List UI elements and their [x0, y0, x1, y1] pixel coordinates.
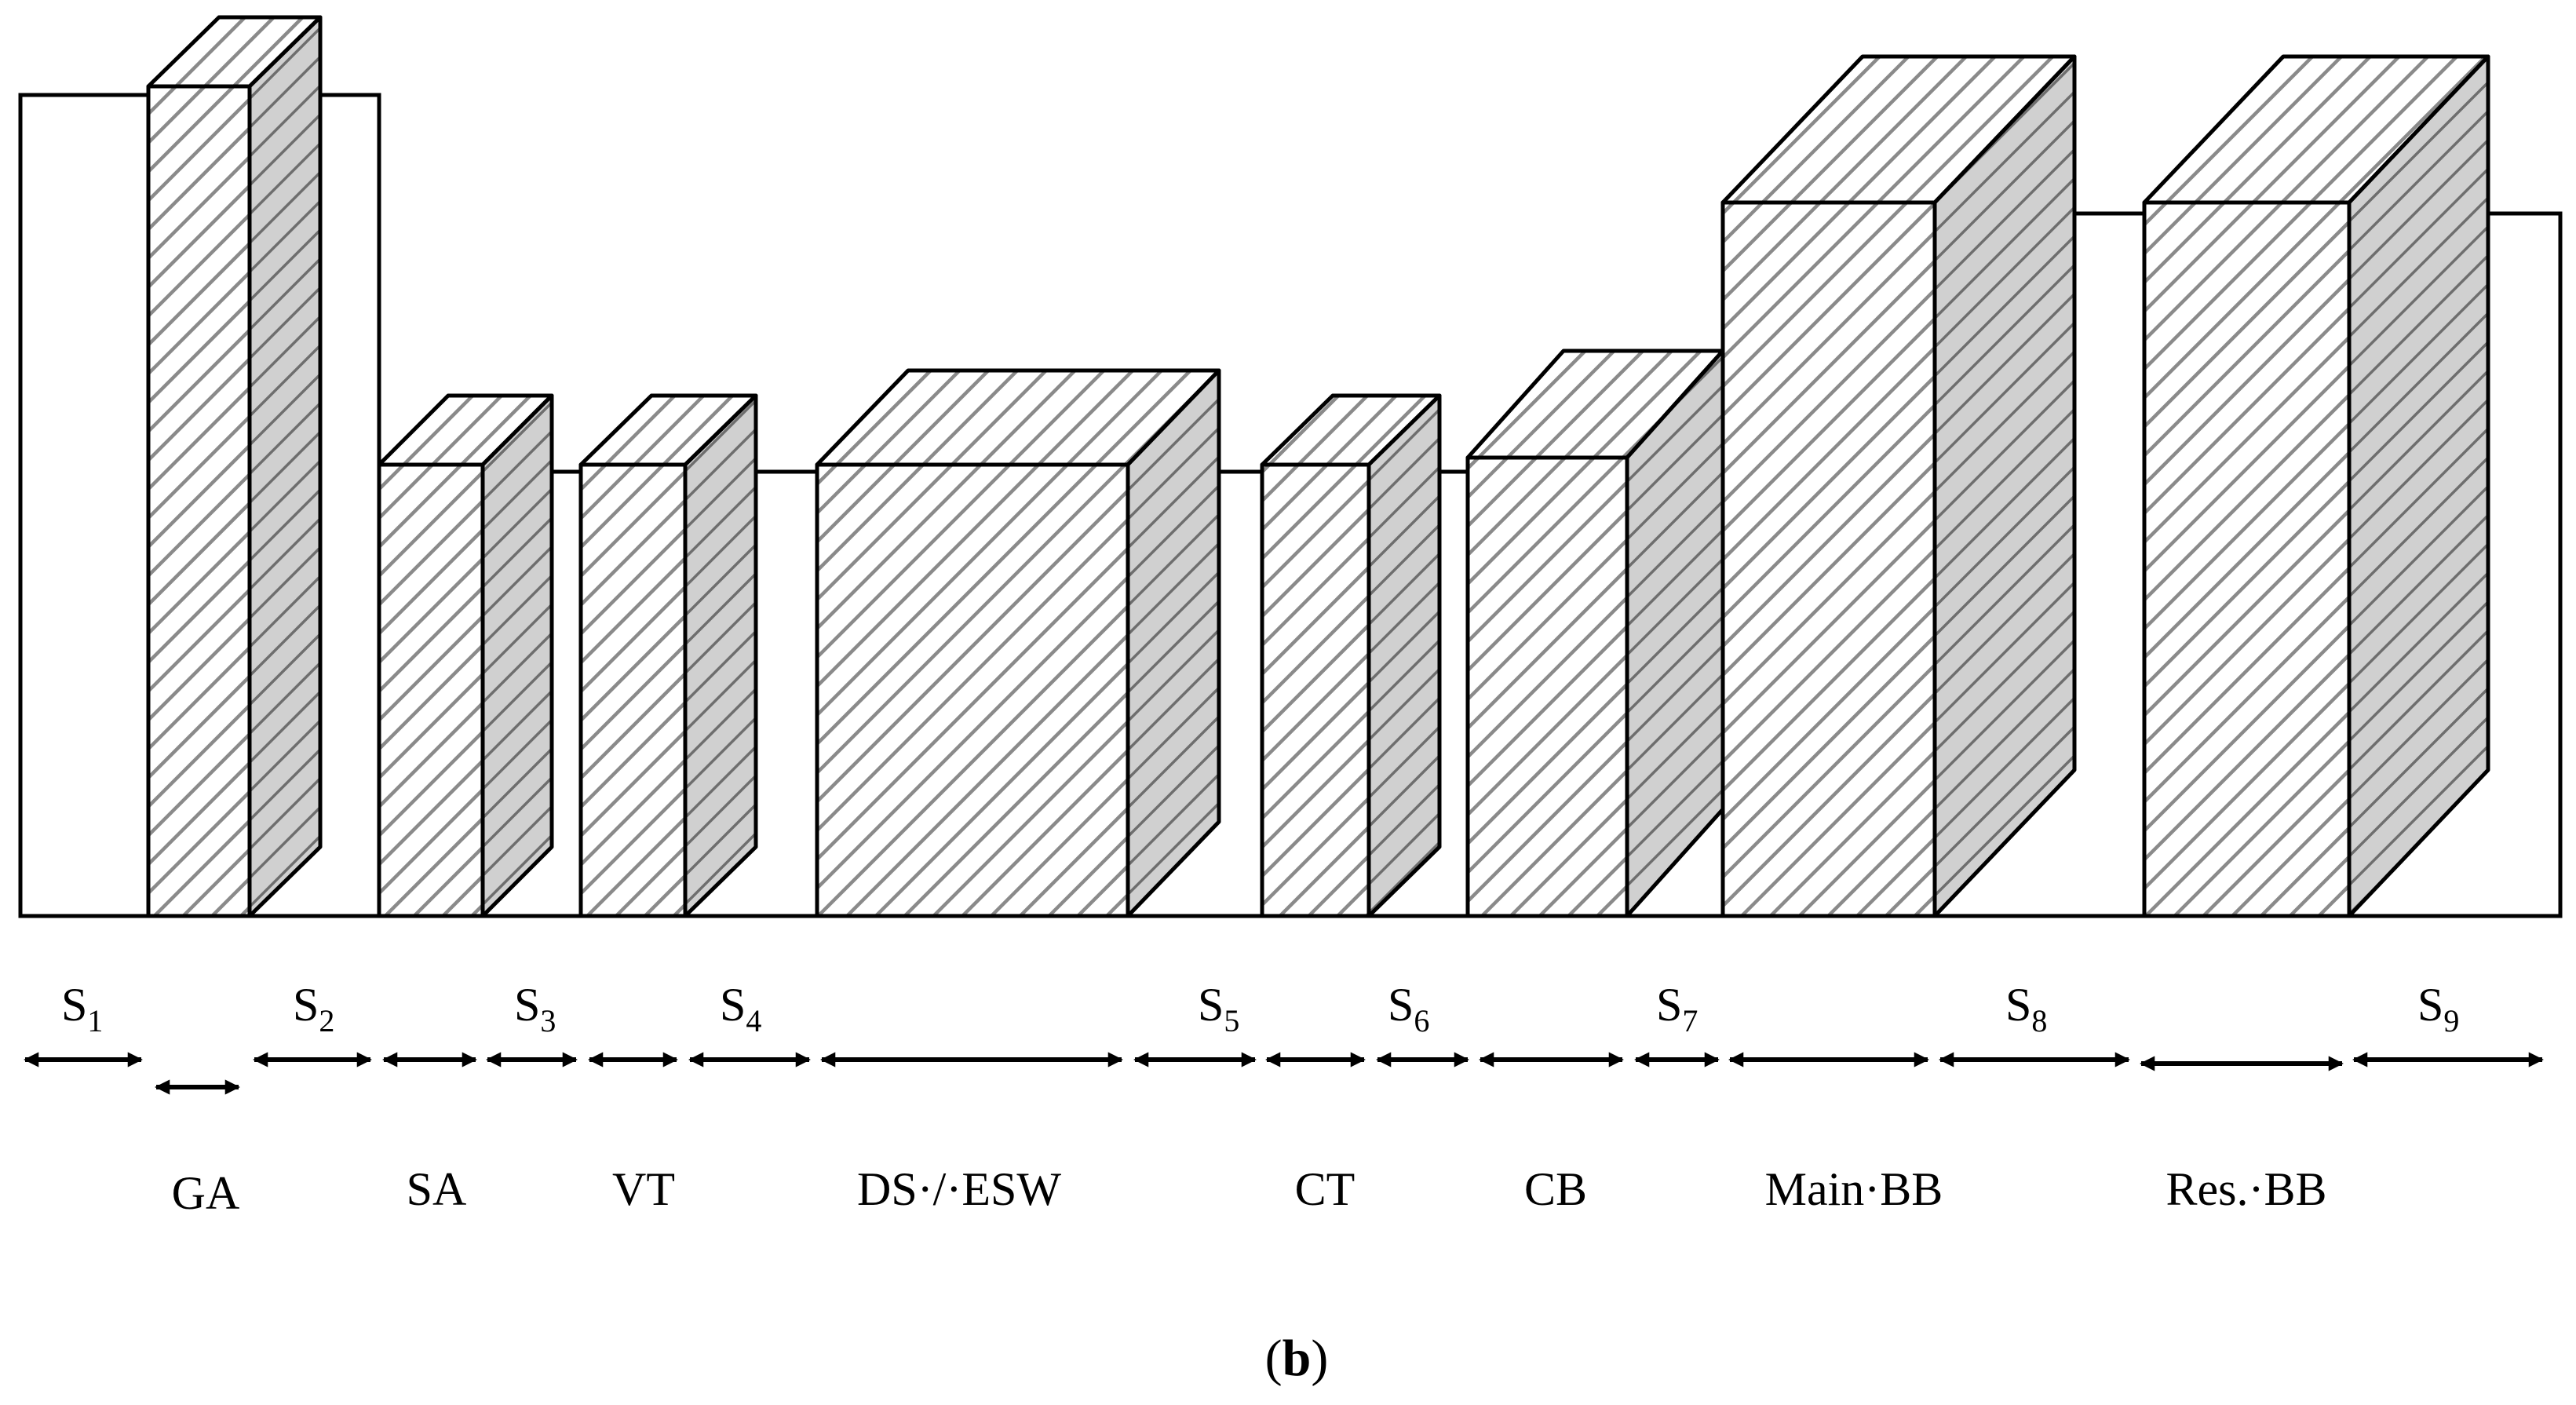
- box-front-ga: [146, 84, 252, 918]
- box-front-res-bb: [2142, 200, 2352, 918]
- spacing-label-s1: S1: [61, 979, 103, 1038]
- box-side-sa: [480, 393, 554, 918]
- spacing-label-s8: S8: [2005, 979, 2047, 1038]
- spacing-label-s9: S9: [2417, 979, 2459, 1038]
- box-side-main-bb: [1932, 54, 2077, 918]
- spacing-label-s3: S3: [514, 979, 556, 1038]
- device-label-main-bb: Main·BB: [1765, 1163, 1943, 1215]
- device-label-ga: GA: [172, 1167, 240, 1219]
- spacing-label-s2: S2: [293, 979, 334, 1038]
- device-label-res-bb: Res.·BB: [2166, 1163, 2326, 1215]
- box-front-vt: [578, 462, 688, 918]
- spacing-label-s4: S4: [720, 979, 761, 1038]
- device-label-cb: CB: [1524, 1163, 1587, 1215]
- box-side-ga: [247, 15, 323, 918]
- box-front-sa: [377, 462, 485, 918]
- dimension-arrows: [24, 1052, 2544, 1095]
- device-labels: GA SA VT DS·/·ESW CT CB Main·BB Res.·BB: [172, 1163, 2327, 1219]
- device-label-sa: SA: [407, 1163, 467, 1215]
- box-front-cb: [1465, 455, 1629, 918]
- box-side-ds-esw: [1126, 368, 1221, 918]
- device-label-ds-esw: DS·/·ESW: [857, 1163, 1061, 1215]
- box-front-ds-esw: [815, 462, 1130, 918]
- box-front-main-bb: [1720, 200, 1937, 918]
- device-label-vt: VT: [612, 1163, 675, 1215]
- device-label-ct: CT: [1295, 1163, 1356, 1215]
- box-side-vt: [683, 393, 758, 918]
- equipment-boxes: [146, 15, 2490, 918]
- spacing-labels: S1 S2 S3 S4 S5 S6 S7 S8 S9: [61, 979, 2459, 1038]
- spacing-label-s7: S7: [1656, 979, 1698, 1038]
- box-front-ct: [1260, 462, 1371, 918]
- spacing-label-s5: S5: [1198, 979, 1239, 1038]
- figure-caption: (b): [1265, 1330, 1329, 1387]
- box-side-res-bb: [2347, 54, 2490, 918]
- spacing-label-s6: S6: [1388, 979, 1429, 1038]
- box-side-ct: [1366, 393, 1442, 918]
